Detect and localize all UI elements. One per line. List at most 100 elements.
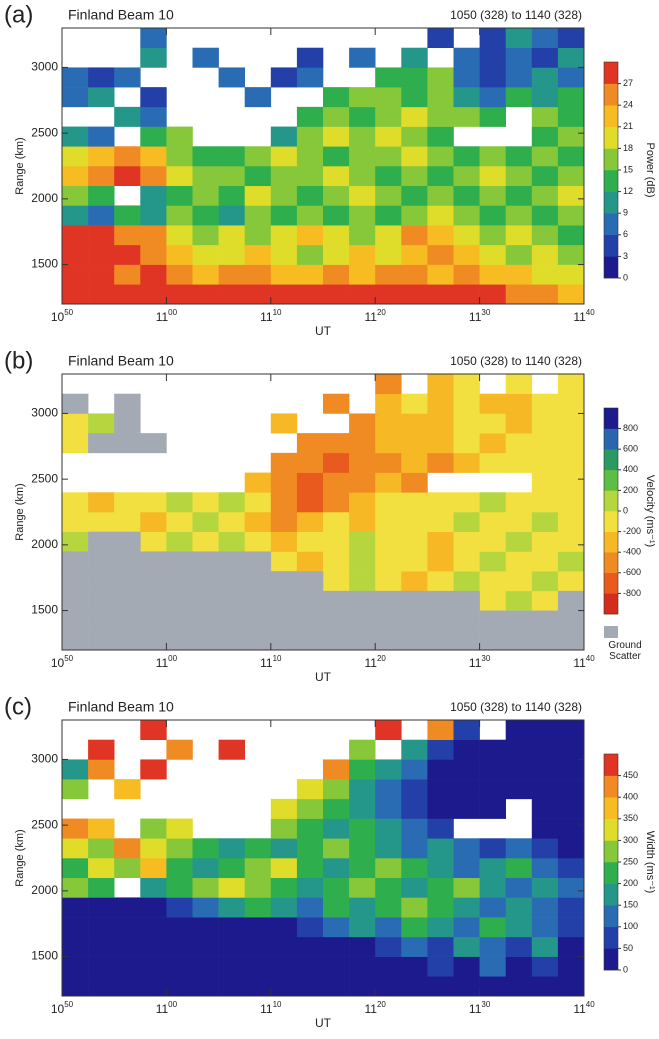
cell	[557, 185, 585, 206]
cell	[349, 433, 376, 454]
cell	[88, 897, 115, 918]
cell	[349, 551, 376, 572]
cell	[296, 264, 324, 285]
cell	[218, 610, 245, 631]
cell	[505, 284, 533, 305]
cell	[505, 917, 533, 938]
colorbar-band	[604, 126, 618, 149]
cell	[453, 739, 480, 760]
cell	[166, 936, 193, 957]
cell	[505, 759, 533, 780]
colorbar-band	[604, 593, 618, 615]
cell	[140, 225, 167, 246]
cell	[505, 630, 533, 651]
cell	[323, 433, 350, 454]
colorbar-tick-label: -600	[623, 567, 641, 577]
cell	[401, 452, 428, 473]
cell	[244, 166, 272, 187]
colorbar-label: Velocity (ms⁻¹)	[644, 475, 656, 547]
cell	[453, 630, 480, 651]
cell	[270, 205, 298, 226]
cell	[479, 551, 506, 572]
x-tick-label: 1120	[365, 1000, 387, 1016]
cell	[531, 185, 559, 206]
cell	[349, 936, 376, 957]
cell	[296, 779, 324, 800]
x-tick-hour: 11	[365, 310, 378, 324]
cell	[557, 897, 585, 918]
cell	[531, 936, 559, 957]
colorbar-band	[604, 191, 618, 214]
cell	[140, 976, 167, 997]
cell	[218, 739, 245, 760]
cell	[88, 551, 115, 572]
cell	[453, 720, 480, 741]
cell	[375, 818, 402, 839]
cell	[88, 877, 115, 898]
cell	[114, 106, 141, 127]
cell	[557, 433, 585, 454]
cell	[140, 630, 167, 651]
cell	[323, 492, 350, 513]
cell	[557, 531, 585, 552]
cell	[296, 956, 324, 977]
cell	[270, 452, 298, 473]
cell	[427, 976, 454, 997]
cell	[62, 976, 89, 997]
cell	[531, 106, 559, 127]
colorbar-band	[604, 83, 618, 106]
cell	[375, 936, 402, 957]
cell	[166, 531, 193, 552]
cell	[453, 284, 480, 305]
cell	[375, 779, 402, 800]
cell	[218, 858, 245, 879]
cell	[401, 936, 428, 957]
cell	[401, 225, 428, 246]
colorbar-band	[604, 428, 618, 450]
x-tick-hour: 11	[469, 310, 482, 324]
cell	[62, 67, 89, 88]
cell	[531, 146, 559, 167]
cell	[479, 610, 506, 631]
cell	[453, 858, 480, 879]
cell	[140, 205, 167, 226]
cell	[62, 877, 89, 898]
cell	[244, 492, 272, 513]
cell	[349, 166, 376, 187]
cell	[375, 244, 402, 265]
cell	[427, 571, 454, 592]
cell	[505, 739, 533, 760]
cell	[479, 433, 506, 454]
cell	[375, 146, 402, 167]
cell	[453, 393, 480, 414]
cell	[114, 571, 141, 592]
cell	[166, 244, 193, 265]
cell	[270, 126, 298, 147]
cell	[453, 590, 480, 611]
cell	[349, 284, 376, 305]
cell	[296, 571, 324, 592]
cell	[140, 87, 167, 108]
colorbar-tick-label: 0	[623, 272, 628, 282]
cell	[427, 146, 454, 167]
cell	[505, 87, 533, 108]
panel-subtitle: 1050 (328) to 1140 (328)	[450, 8, 582, 22]
cell	[427, 798, 454, 819]
cell	[531, 838, 559, 859]
cell	[401, 858, 428, 879]
cell	[427, 87, 454, 108]
panel-subtitle: 1050 (328) to 1140 (328)	[450, 700, 582, 714]
cell	[349, 897, 376, 918]
cell	[557, 166, 585, 187]
cell	[192, 264, 219, 285]
cell	[296, 838, 324, 859]
cell	[505, 976, 533, 997]
cell	[349, 838, 376, 859]
cell	[479, 936, 506, 957]
cell	[323, 244, 350, 265]
cell	[479, 452, 506, 473]
cell	[557, 413, 585, 434]
cell	[296, 512, 324, 533]
cell	[323, 106, 350, 127]
cell	[114, 205, 141, 226]
